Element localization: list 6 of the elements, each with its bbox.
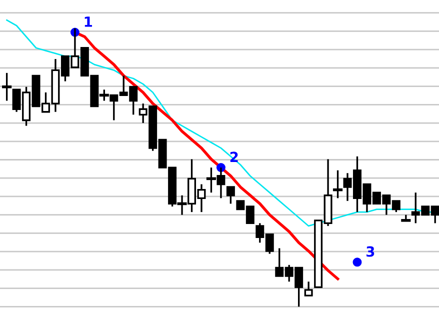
candlestick [332,169,343,199]
candlestick [2,72,12,102]
text: 1 [84,16,92,27]
annotation: 3 [366,246,374,257]
candlestick [226,186,235,205]
candlestick [304,280,313,296]
